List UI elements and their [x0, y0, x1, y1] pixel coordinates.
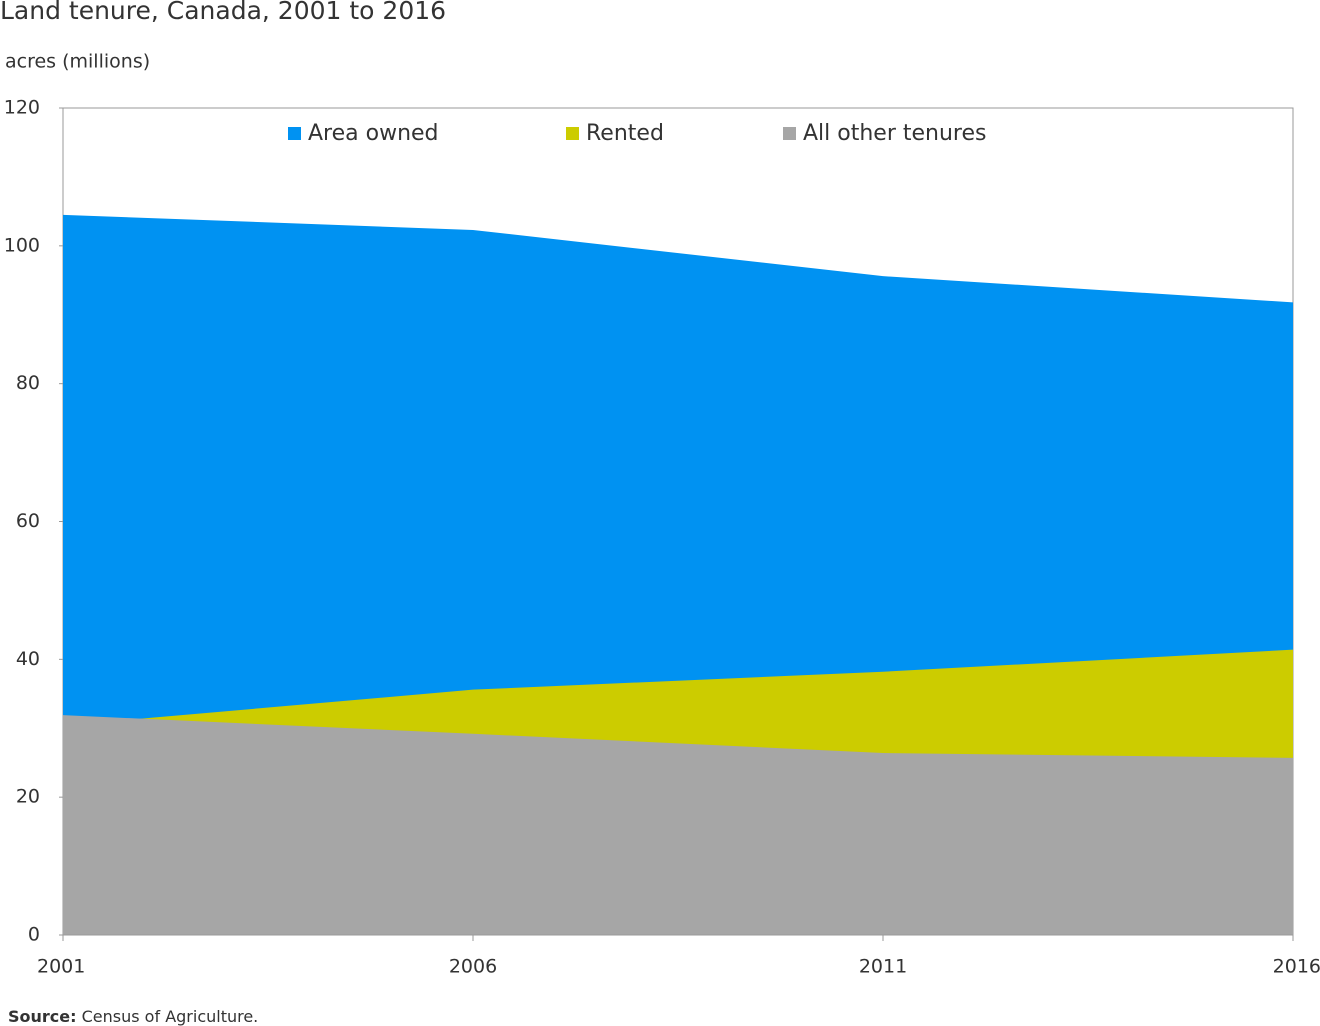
source-label: Source:: [8, 1007, 77, 1026]
area: [63, 715, 1293, 935]
y-tick-label: 100: [4, 234, 40, 256]
legend-label: Area owned: [308, 121, 439, 146]
source-text: Census of Agriculture.: [82, 1007, 259, 1026]
y-tick-label: 0: [28, 924, 40, 946]
y-tick-label: 80: [16, 372, 40, 394]
legend-swatch: [288, 127, 301, 140]
legend-swatch: [566, 127, 579, 140]
y-tick-label: 40: [16, 648, 40, 670]
y-axis-label: acres (millions): [5, 51, 150, 73]
x-tick-label: 2001: [37, 956, 85, 978]
chart-title: Land tenure, Canada, 2001 to 2016: [0, 0, 446, 25]
y-tick-label: 120: [4, 97, 40, 119]
y-tick-label: 60: [16, 510, 40, 532]
x-tick-label: 2016: [1273, 956, 1320, 978]
legend-label: Rented: [586, 121, 664, 146]
legend-label: All other tenures: [803, 121, 986, 146]
x-tick-label: 2011: [859, 956, 907, 978]
x-tick-label: 2006: [449, 956, 497, 978]
y-tick-label: 20: [16, 786, 40, 808]
legend-swatch: [783, 127, 796, 140]
source: Source: Census of Agriculture.: [8, 1007, 258, 1026]
